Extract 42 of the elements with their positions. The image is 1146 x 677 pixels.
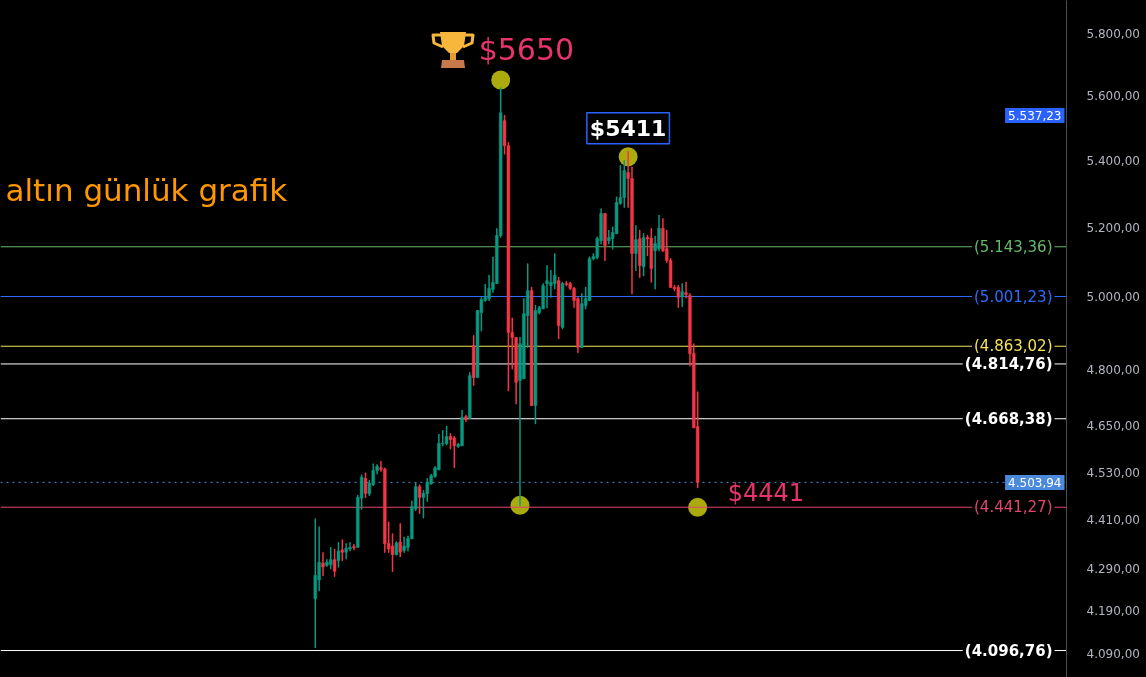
ref-line-label: (4.668,38) <box>964 409 1053 428</box>
candlestick <box>352 543 356 551</box>
point <box>491 70 511 90</box>
ref-line-label: 4.503,94 <box>1008 475 1062 490</box>
y-tick-label: 4.800,00 <box>1086 362 1140 377</box>
candlestick <box>417 484 422 515</box>
candlestick <box>363 472 368 499</box>
y-tick-label: 5.400,00 <box>1086 153 1140 168</box>
y-tick-label: 5.600,00 <box>1086 89 1140 104</box>
y-tick-label: 4.190,00 <box>1086 604 1140 619</box>
candlestick <box>398 523 402 558</box>
y-tick-label: 5.000,00 <box>1086 290 1140 305</box>
ref-line-label: (4.863,02) <box>974 337 1053 356</box>
candlestick <box>340 539 344 562</box>
candlestick <box>545 264 549 309</box>
candlestick <box>329 547 333 570</box>
ref-line-label: (4.096,76) <box>964 641 1053 660</box>
y-tick-label: 4.090,00 <box>1086 646 1140 661</box>
candlestick <box>344 542 348 560</box>
y-tick-label: 5.200,00 <box>1086 220 1140 235</box>
y-tick-label: 4.530,00 <box>1086 465 1140 480</box>
ref-line-label: (4.814,76) <box>964 354 1053 373</box>
data-label: $4441 <box>727 479 805 508</box>
candlestick <box>336 542 341 568</box>
annotation: 5.537,23 <box>1008 109 1062 123</box>
ref-line-label: (5.001,23) <box>974 287 1053 306</box>
y-tick-label: 4.650,00 <box>1086 419 1140 434</box>
y-tick-label: 4.410,00 <box>1086 513 1140 528</box>
data-label: $5650 <box>478 32 575 68</box>
text: altın günlük grafik <box>5 171 288 208</box>
y-tick-label: 4.290,00 <box>1086 562 1140 577</box>
candlestick <box>313 518 317 649</box>
ref-line-label: (5.143,36) <box>974 237 1053 256</box>
candlestick <box>452 435 456 469</box>
candlestick <box>634 224 638 272</box>
point <box>688 497 708 517</box>
ref-line-label: (4.441,27) <box>974 498 1053 517</box>
candlestick <box>676 284 681 309</box>
y-tick-label: 5.800,00 <box>1086 27 1140 42</box>
data-label: $5411 <box>589 115 667 141</box>
candlestick <box>321 551 325 577</box>
candlestick <box>680 283 684 308</box>
